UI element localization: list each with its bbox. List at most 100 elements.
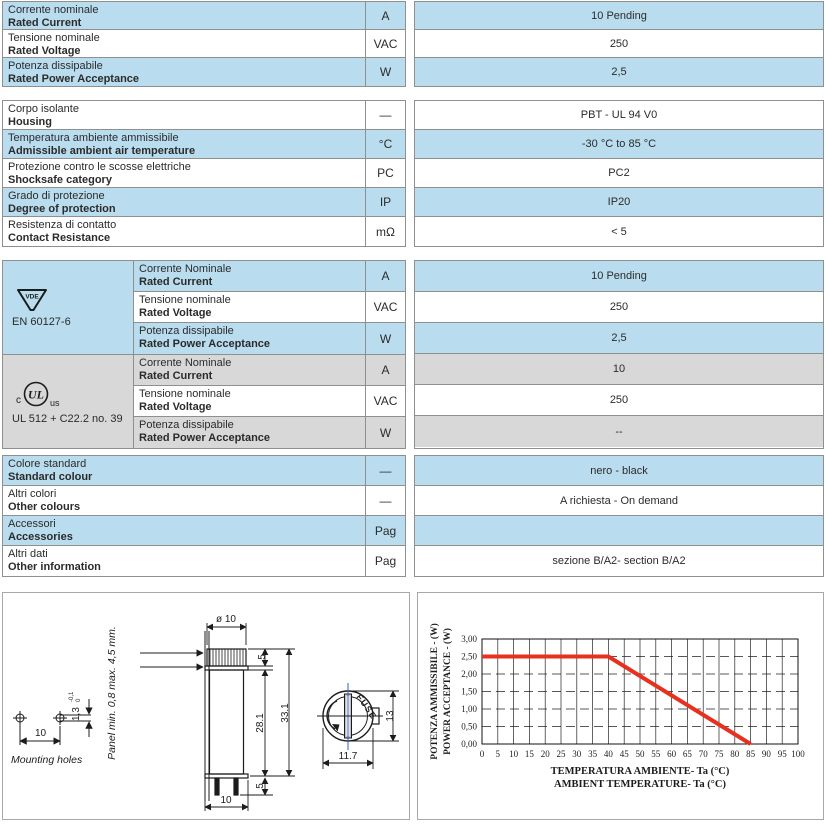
spec-section: VDE EN 60127-6 Corrente Nominale Rated Cur… bbox=[2, 260, 824, 449]
approval-rows: Corrente Nominale Rated Current A Tensione … bbox=[134, 261, 405, 354]
unit-cell: IP bbox=[365, 188, 405, 216]
x-tick-label: 30 bbox=[572, 749, 582, 759]
x-tick-label: 85 bbox=[746, 749, 756, 759]
x-tick-label: 70 bbox=[699, 749, 709, 759]
x-tick-label: 55 bbox=[651, 749, 661, 759]
spec-label-table: Corrente nominale Rated Current A Tensione … bbox=[2, 1, 406, 87]
spec-label-cell: Protezione contro le scosse elettriche Sh… bbox=[3, 159, 365, 187]
dim-body-height: 28.1 bbox=[255, 713, 266, 733]
label-english: Rated Current bbox=[8, 17, 82, 29]
spec-row: Protezione contro le scosse elettriche Sh… bbox=[3, 159, 405, 188]
dim-total-height: 33.1 bbox=[280, 703, 291, 723]
y-tick-label: 1,50 bbox=[461, 687, 477, 697]
spec-row: Corrente Nominale Rated Current A bbox=[134, 261, 405, 292]
x-tick-label: 45 bbox=[620, 749, 630, 759]
x-tick-label: 50 bbox=[636, 749, 646, 759]
unit-cell: W bbox=[365, 417, 405, 448]
spec-row: Temperatura ambiente ammissibile Admissib… bbox=[3, 130, 405, 159]
value-cell: -30 °C to 85 °C bbox=[415, 130, 823, 159]
value-cell: PBT - UL 94 V0 bbox=[415, 101, 823, 130]
value-cell: 10 bbox=[415, 354, 823, 385]
label-italian: Tensione nominale bbox=[8, 32, 100, 44]
svg-text:-0,1: -0,1 bbox=[69, 691, 75, 702]
spec-label-cell: Temperatura ambiente ammissibile Admissib… bbox=[3, 130, 365, 158]
label-english: Admissible ambient air temperature bbox=[8, 145, 196, 157]
panel-section-lines bbox=[140, 631, 210, 801]
bottom-panels: 10 1,3 -0,1 0 Mounting holes Panel min. … bbox=[2, 592, 824, 820]
svg-text:UL: UL bbox=[28, 387, 44, 401]
approval-rows: Corrente Nominale Rated Current A Tensione … bbox=[134, 355, 405, 448]
x-tick-label: 15 bbox=[525, 749, 535, 759]
value-cell: PC2 bbox=[415, 159, 823, 188]
label-italian: Colore standard bbox=[8, 458, 87, 470]
dim-cap-diameter: ø 10 bbox=[216, 614, 236, 625]
dim-slot-width: 1,3 -0,1 0 bbox=[69, 691, 82, 721]
unit-cell: W bbox=[365, 323, 405, 354]
value-cell: 10 Pending bbox=[415, 261, 823, 292]
spec-value-table: PBT - UL 94 V0 -30 °C to 85 °C PC2 IP20 < 5 bbox=[414, 100, 824, 247]
spec-row: Tensione nominale Rated Voltage VAC bbox=[134, 292, 405, 323]
spec-label-cell: Tensione nominale Rated Voltage bbox=[134, 292, 365, 322]
value-cell: 2,5 bbox=[415, 58, 823, 86]
label-italian: Potenza dissipabile bbox=[139, 419, 234, 431]
spec-section: Colore standard Standard colour — Altri col… bbox=[2, 455, 824, 577]
spec-value-table: 10 Pending 250 2,5 10 250 -- bbox=[414, 260, 824, 449]
y-tick-label: 0,00 bbox=[461, 739, 477, 749]
svg-text:0: 0 bbox=[76, 698, 82, 702]
y-axis-title-en: POWER ACCEPTANCE - (W) bbox=[442, 628, 453, 755]
y-tick-label: 3,00 bbox=[461, 634, 477, 644]
x-tick-label: 5 bbox=[496, 749, 501, 759]
x-tick-label: 75 bbox=[715, 749, 725, 759]
value-cell: 250 bbox=[415, 292, 823, 323]
unit-cell: VAC bbox=[365, 30, 405, 57]
plot-frame bbox=[481, 638, 799, 745]
unit-cell: W bbox=[365, 58, 405, 86]
spec-label-cell: Tensione nominale Rated Voltage bbox=[3, 30, 365, 57]
spec-section: Corrente nominale Rated Current A Tensione … bbox=[2, 1, 824, 87]
label-italian: Corpo isolante bbox=[8, 103, 79, 115]
dim-cap-height: 5 bbox=[257, 654, 268, 660]
label-italian: Altri colori bbox=[8, 488, 57, 500]
label-english: Rated Power Acceptance bbox=[139, 432, 271, 444]
table-gap bbox=[406, 455, 414, 577]
label-english: Standard colour bbox=[8, 471, 93, 483]
unit-cell: A bbox=[365, 2, 405, 29]
value-cell: sezione B/A2- section B/A2 bbox=[415, 546, 823, 576]
mounting-holes-label: Mounting holes bbox=[11, 754, 83, 766]
unit-cell: — bbox=[365, 101, 405, 129]
value-cell: -- bbox=[415, 416, 823, 447]
label-italian: Resistenza di contatto bbox=[8, 219, 117, 231]
x-tick-label: 35 bbox=[588, 749, 598, 759]
spec-row: Altri colori Other colours — bbox=[3, 486, 405, 516]
mounting-holes-drawing bbox=[13, 699, 93, 745]
y-tick-label: 0,50 bbox=[461, 722, 477, 732]
spec-label-cell: Tensione nominale Rated Voltage bbox=[134, 386, 365, 416]
y-tick-label: 2,50 bbox=[461, 652, 477, 662]
y-tick-label: 1,00 bbox=[461, 704, 477, 714]
spec-label-cell: Potenza dissipabile Rated Power Acceptanc… bbox=[3, 58, 365, 86]
label-italian: Corrente Nominale bbox=[139, 263, 232, 275]
spec-row: Accessori Accessories Pag bbox=[3, 516, 405, 546]
derating-chart-panel: 0,00 0,50 1,00 1,50 2,00 2,50 3,00 0 5 10 15 20 25 30… bbox=[417, 592, 824, 820]
spec-label-cell: Grado di protezione Degree of protection bbox=[3, 188, 365, 216]
spec-label-table: VDE EN 60127-6 Corrente Nominale Rated Cur… bbox=[2, 260, 406, 449]
spec-row: Tensione nominale Rated Voltage VAC bbox=[134, 386, 405, 417]
spec-label-cell: Colore standard Standard colour bbox=[3, 456, 365, 485]
derating-chart: 0,00 0,50 1,00 1,50 2,00 2,50 3,00 0 5 10 15 20 25 30… bbox=[429, 623, 805, 790]
table-gap bbox=[406, 100, 414, 247]
y-axis-title-it: POTENZA AMMISSIBILE - (W) bbox=[429, 623, 440, 759]
svg-text:c: c bbox=[16, 395, 21, 406]
unit-cell: VAC bbox=[365, 386, 405, 416]
label-italian: Tensione nominale bbox=[139, 294, 231, 306]
y-tick-label: 2,00 bbox=[461, 669, 477, 679]
label-english: Degree of protection bbox=[8, 203, 116, 215]
vde-logo-icon: VDE bbox=[17, 289, 47, 311]
label-italian: Protezione contro le scosse elettriche bbox=[8, 161, 191, 173]
label-english: Shocksafe category bbox=[8, 174, 112, 186]
value-cell: 250 bbox=[415, 30, 823, 58]
spec-label-cell: Potenza dissipabile Rated Power Acceptanc… bbox=[134, 417, 365, 448]
label-english: Rated Current bbox=[139, 370, 213, 382]
spec-label-table: Colore standard Standard colour — Altri col… bbox=[2, 455, 406, 577]
spec-label-cell: Corrente Nominale Rated Current bbox=[134, 355, 365, 385]
